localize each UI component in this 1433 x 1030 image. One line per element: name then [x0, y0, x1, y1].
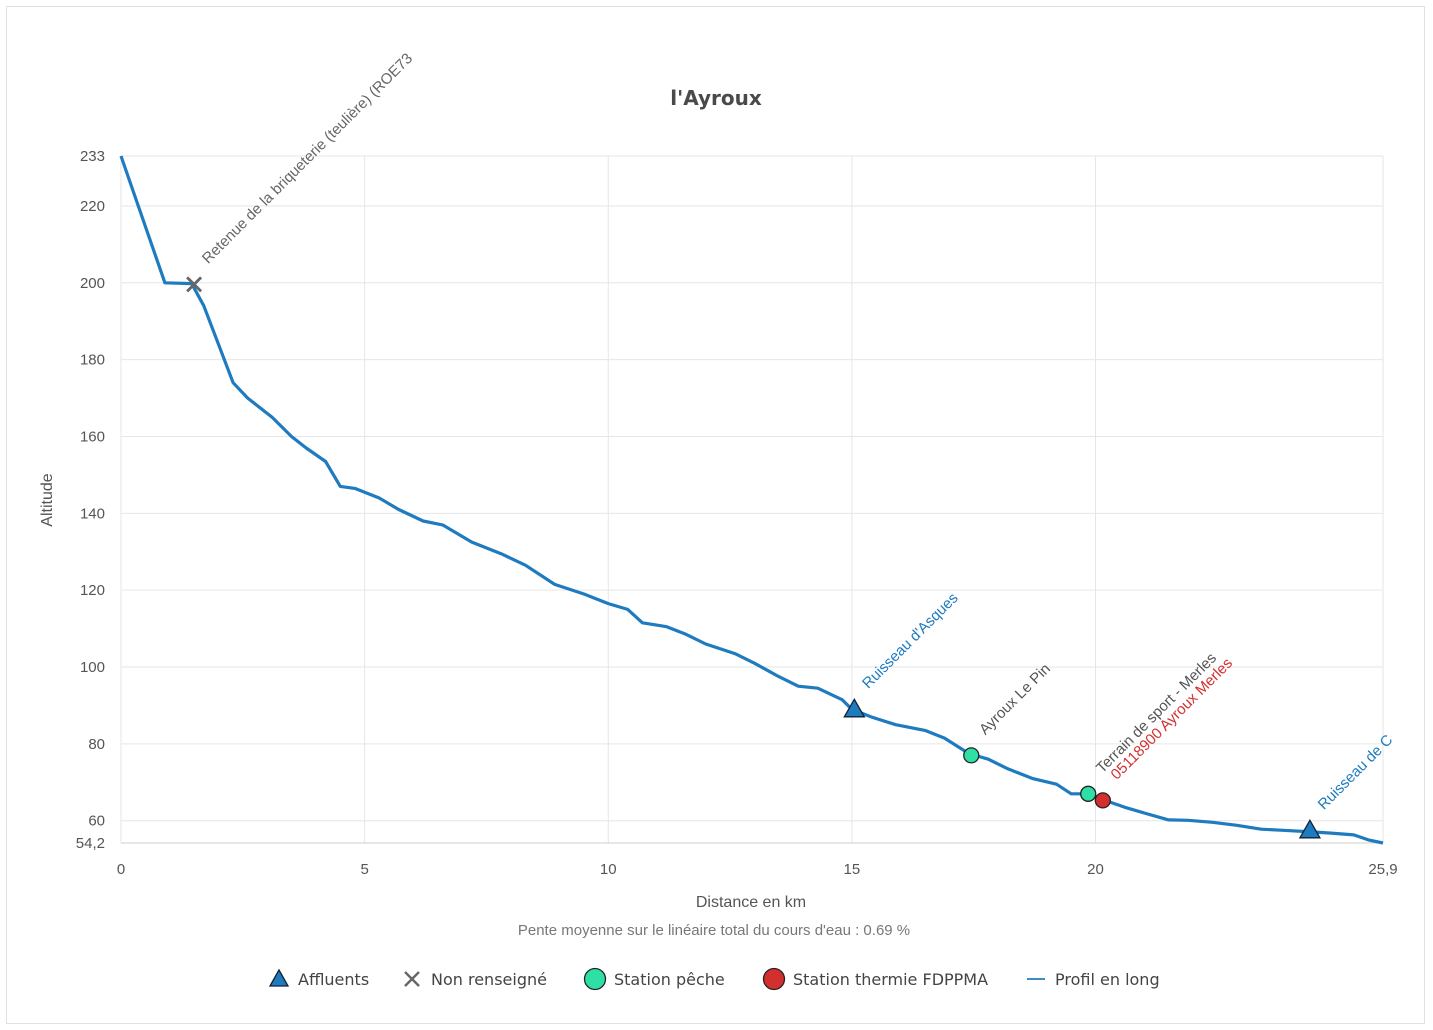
y-tick-label: 54,2: [76, 835, 105, 852]
y-tick-label: 60: [88, 813, 105, 830]
series-group: [119, 155, 1384, 845]
legend-label: Profil en long: [1055, 970, 1160, 989]
slope-note: Pente moyenne sur le linéaire total du c…: [518, 922, 910, 939]
marker-label: 05118900 Ayroux Merles: [1108, 655, 1236, 783]
legend-circle-icon: [762, 967, 786, 991]
y-tick-label: 220: [80, 198, 105, 215]
chart-frame: [6, 6, 1425, 1024]
legend-cross-icon: [404, 971, 420, 987]
legend-item[interactable]: Station pêche: [583, 967, 725, 991]
x-tick-label: 5: [360, 861, 368, 878]
legend-label: Affluents: [298, 970, 369, 989]
y-tick-label: 120: [80, 582, 105, 599]
legend-label: Non renseigné: [431, 970, 547, 989]
y-tick-label: 200: [80, 275, 105, 292]
x-tick-label: 25,9: [1368, 861, 1397, 878]
y-tick-label: 233: [80, 148, 105, 165]
x-axis-ticks: 0 5 10 15 20 25,9: [117, 861, 1398, 878]
x-tick-label: 20: [1087, 861, 1104, 878]
legend-label: Station thermie FDPPMA: [793, 970, 988, 989]
x-tick-label: 10: [600, 861, 617, 878]
legend-item[interactable]: Station thermie FDPPMA: [762, 967, 989, 991]
legend-item[interactable]: Non renseigné: [404, 970, 547, 989]
series-line: [119, 155, 1384, 845]
y-axis-label: Altitude: [39, 473, 56, 526]
y-axis-ticks: 54,2 60 80 100 120 140 160 180 200 220 233: [76, 148, 105, 852]
y-tick-label: 180: [80, 352, 105, 369]
y-tick-label: 140: [80, 505, 105, 522]
legend-label: Station pêche: [614, 970, 725, 989]
cross-stroke: [186, 276, 203, 293]
x-tick-label: 0: [117, 861, 125, 878]
chart-title: l'Ayroux: [670, 86, 762, 110]
y-tick-label: 100: [80, 659, 105, 676]
marker-station-p-che[interactable]: [963, 747, 980, 764]
marker-label: Retenue de la briqueterie (teulière) (RO…: [199, 50, 416, 267]
marker-affluents[interactable]: [843, 697, 866, 718]
marker-station-thermie-fdppma[interactable]: [1094, 792, 1111, 809]
legend-item[interactable]: Profil en long: [1027, 970, 1160, 989]
marker-station-p-che[interactable]: [1080, 785, 1097, 802]
x-axis-label: Distance en km: [696, 894, 806, 911]
marker-non-renseign-[interactable]: [186, 276, 203, 293]
marker-label: Terrain de sport - Merles: [1093, 650, 1220, 777]
grid: [120, 155, 1384, 844]
legend: Affluents Non renseigné Station pêche Stati…: [268, 967, 1160, 991]
legend-circle-icon: [583, 967, 607, 991]
y-tick-label: 160: [80, 428, 105, 445]
x-tick-label: 15: [844, 861, 861, 878]
legend-triangle-icon: [268, 968, 290, 987]
marker-label: Ayroux Le Pin: [976, 660, 1054, 738]
marker-affluents[interactable]: [1298, 819, 1322, 839]
marker-label: Ruisseau d'Asques: [859, 590, 961, 692]
legend-item[interactable]: Affluents: [268, 968, 369, 989]
y-tick-label: 80: [88, 736, 105, 753]
